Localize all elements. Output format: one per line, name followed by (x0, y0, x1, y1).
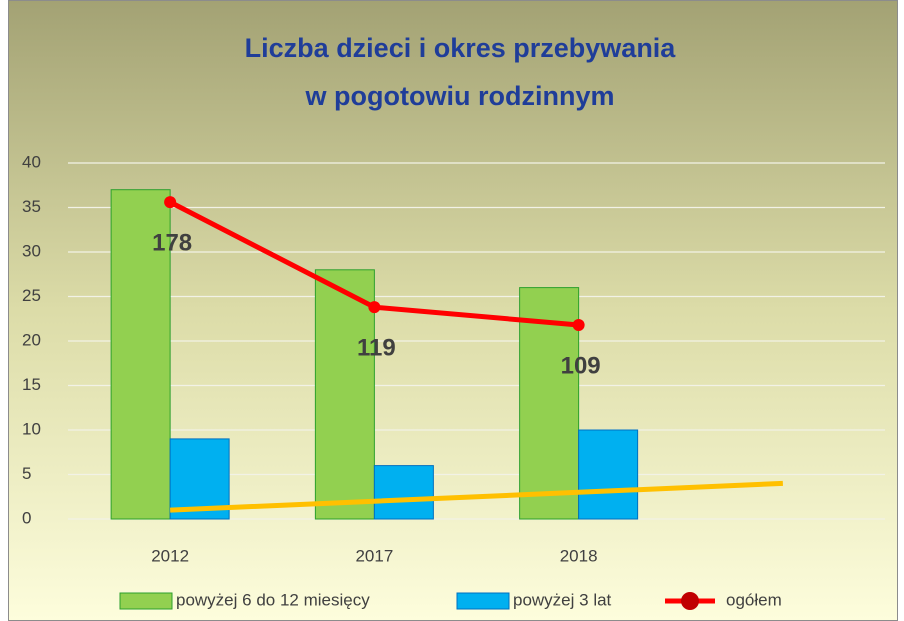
y-tick-label: 30 (22, 241, 41, 260)
bar (110, 189, 171, 520)
line-marker (368, 301, 381, 314)
x-tick-label: 2012 (151, 546, 189, 565)
data-label: 178 (152, 230, 192, 257)
data-label: 109 (561, 352, 601, 379)
legend-swatch (456, 592, 510, 610)
y-tick-label: 25 (22, 286, 41, 305)
y-tick-label: 0 (22, 508, 31, 527)
y-tick-label: 5 (22, 464, 31, 483)
legend-label: ogółem (726, 590, 782, 609)
bar (578, 429, 639, 520)
x-tick-label: 2018 (560, 546, 598, 565)
legend-swatch (681, 592, 699, 610)
y-tick-label: 40 (22, 152, 41, 171)
legend-label: powyżej 3 lat (513, 590, 612, 609)
line (170, 480, 783, 513)
bar (373, 465, 434, 520)
line-marker (164, 196, 177, 209)
x-tick-label: 2017 (355, 546, 393, 565)
y-tick-label: 20 (22, 330, 41, 349)
legend-label: powyżej 6 do 12 miesięcy (176, 590, 370, 609)
y-tick-label: 35 (22, 197, 41, 216)
legend-swatch (119, 592, 173, 610)
chart-title: w pogotowiu rodzinnym (305, 81, 615, 111)
data-label: 119 (357, 335, 396, 362)
bar (314, 269, 375, 520)
chart-title: Liczba dzieci i okres przebywania (245, 33, 677, 63)
y-tick-label: 10 (22, 419, 41, 438)
line-marker (572, 318, 585, 331)
y-tick-label: 15 (22, 375, 41, 394)
